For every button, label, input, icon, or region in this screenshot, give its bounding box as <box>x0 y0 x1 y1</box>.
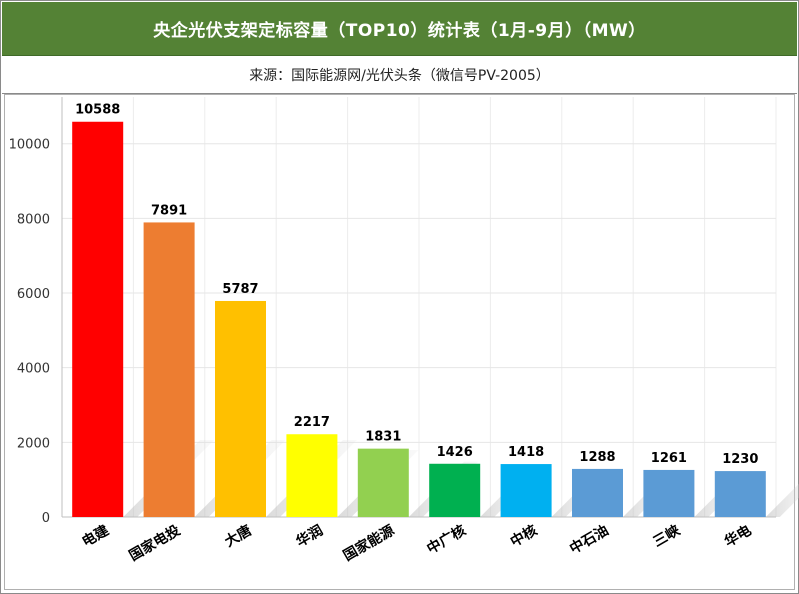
category-label: 电建 <box>79 522 112 551</box>
bar <box>357 448 409 517</box>
y-tick-label: 10000 <box>9 138 50 153</box>
category-label: 国家能源 <box>340 522 397 565</box>
bar-value-label: 1261 <box>651 451 687 466</box>
title-bar: 央企光伏支架定标容量（TOP10）统计表（1月-9月）（MW） <box>2 2 797 55</box>
bar <box>286 434 338 517</box>
category-label: 华电 <box>722 522 755 551</box>
bar-value-label: 10588 <box>75 103 120 118</box>
y-tick-label: 2000 <box>17 436 50 451</box>
bar-value-label: 1230 <box>722 452 758 467</box>
bar <box>143 222 195 518</box>
bar <box>429 463 481 517</box>
plot-border <box>4 94 795 590</box>
bar-value-label: 1426 <box>437 445 473 460</box>
bar <box>72 121 124 517</box>
y-tick-label: 6000 <box>17 287 50 302</box>
y-tick-label: 8000 <box>17 212 50 227</box>
bar <box>643 469 695 517</box>
source-row: 来源：国际能源网/光伏头条（微信号PV-2005） <box>2 55 797 94</box>
bar <box>215 300 266 517</box>
bar-value-label: 1418 <box>508 445 544 460</box>
y-tick-label: 0 <box>42 511 50 526</box>
y-tick-label: 4000 <box>17 362 50 377</box>
category-label: 国家电投 <box>126 522 183 565</box>
category-label: 中广核 <box>424 522 469 558</box>
chart-title: 央企光伏支架定标容量（TOP10）统计表（1月-9月）（MW） <box>153 21 646 41</box>
bar-value-label: 1831 <box>365 430 401 445</box>
bar <box>500 464 552 517</box>
bar <box>714 471 766 517</box>
category-label: 华润 <box>293 522 326 551</box>
category-label: 中核 <box>507 522 540 551</box>
bar-shadow <box>765 483 799 517</box>
category-label: 三峡 <box>650 521 684 550</box>
source-text: 来源：国际能源网/光伏头条（微信号PV-2005） <box>249 67 550 84</box>
category-label: 大唐 <box>222 522 255 551</box>
bar-value-label: 1288 <box>579 450 615 465</box>
category-label: 中石油 <box>567 522 612 558</box>
bar <box>572 468 623 517</box>
bar-value-label: 5787 <box>222 282 258 297</box>
bar-value-label: 2217 <box>294 415 330 430</box>
bar-value-label: 7891 <box>151 203 187 218</box>
